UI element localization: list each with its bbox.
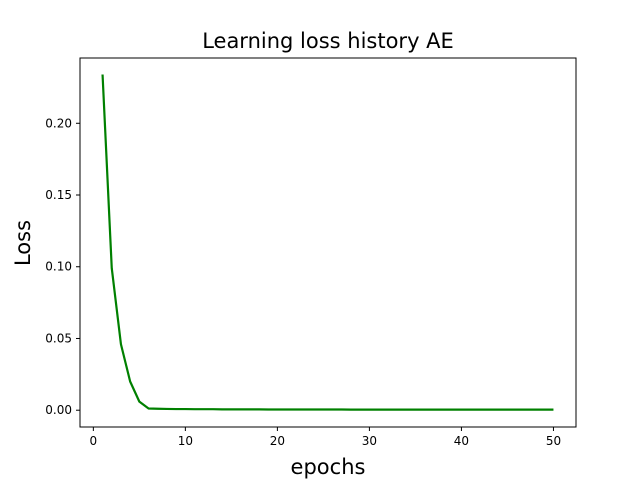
y-tick-label: 0.00 [45,403,72,417]
x-axis: 0 10 20 30 40 50 [90,427,561,448]
plot-frame [79,57,577,428]
y-tick-label: 0.15 [45,188,72,202]
x-tick-label: 20 [270,434,285,448]
chart-title: Learning loss history AE [202,29,454,53]
y-tick-label: 0.20 [45,116,72,130]
x-tick-label: 10 [178,434,193,448]
loss-series-line [101,74,554,411]
y-tick-label: 0.05 [45,331,72,345]
x-tick-label: 40 [454,434,469,448]
x-tick-label: 0 [90,434,98,448]
y-tick-label: 0.10 [45,260,72,274]
y-axis: 0.00 0.05 0.10 0.15 0.20 [45,116,80,417]
x-tick-label: 30 [362,434,377,448]
plot-area [101,74,554,411]
x-tick-label: 50 [546,434,561,448]
y-axis-label: Loss [11,220,35,266]
x-axis-label: epochs [291,455,366,479]
